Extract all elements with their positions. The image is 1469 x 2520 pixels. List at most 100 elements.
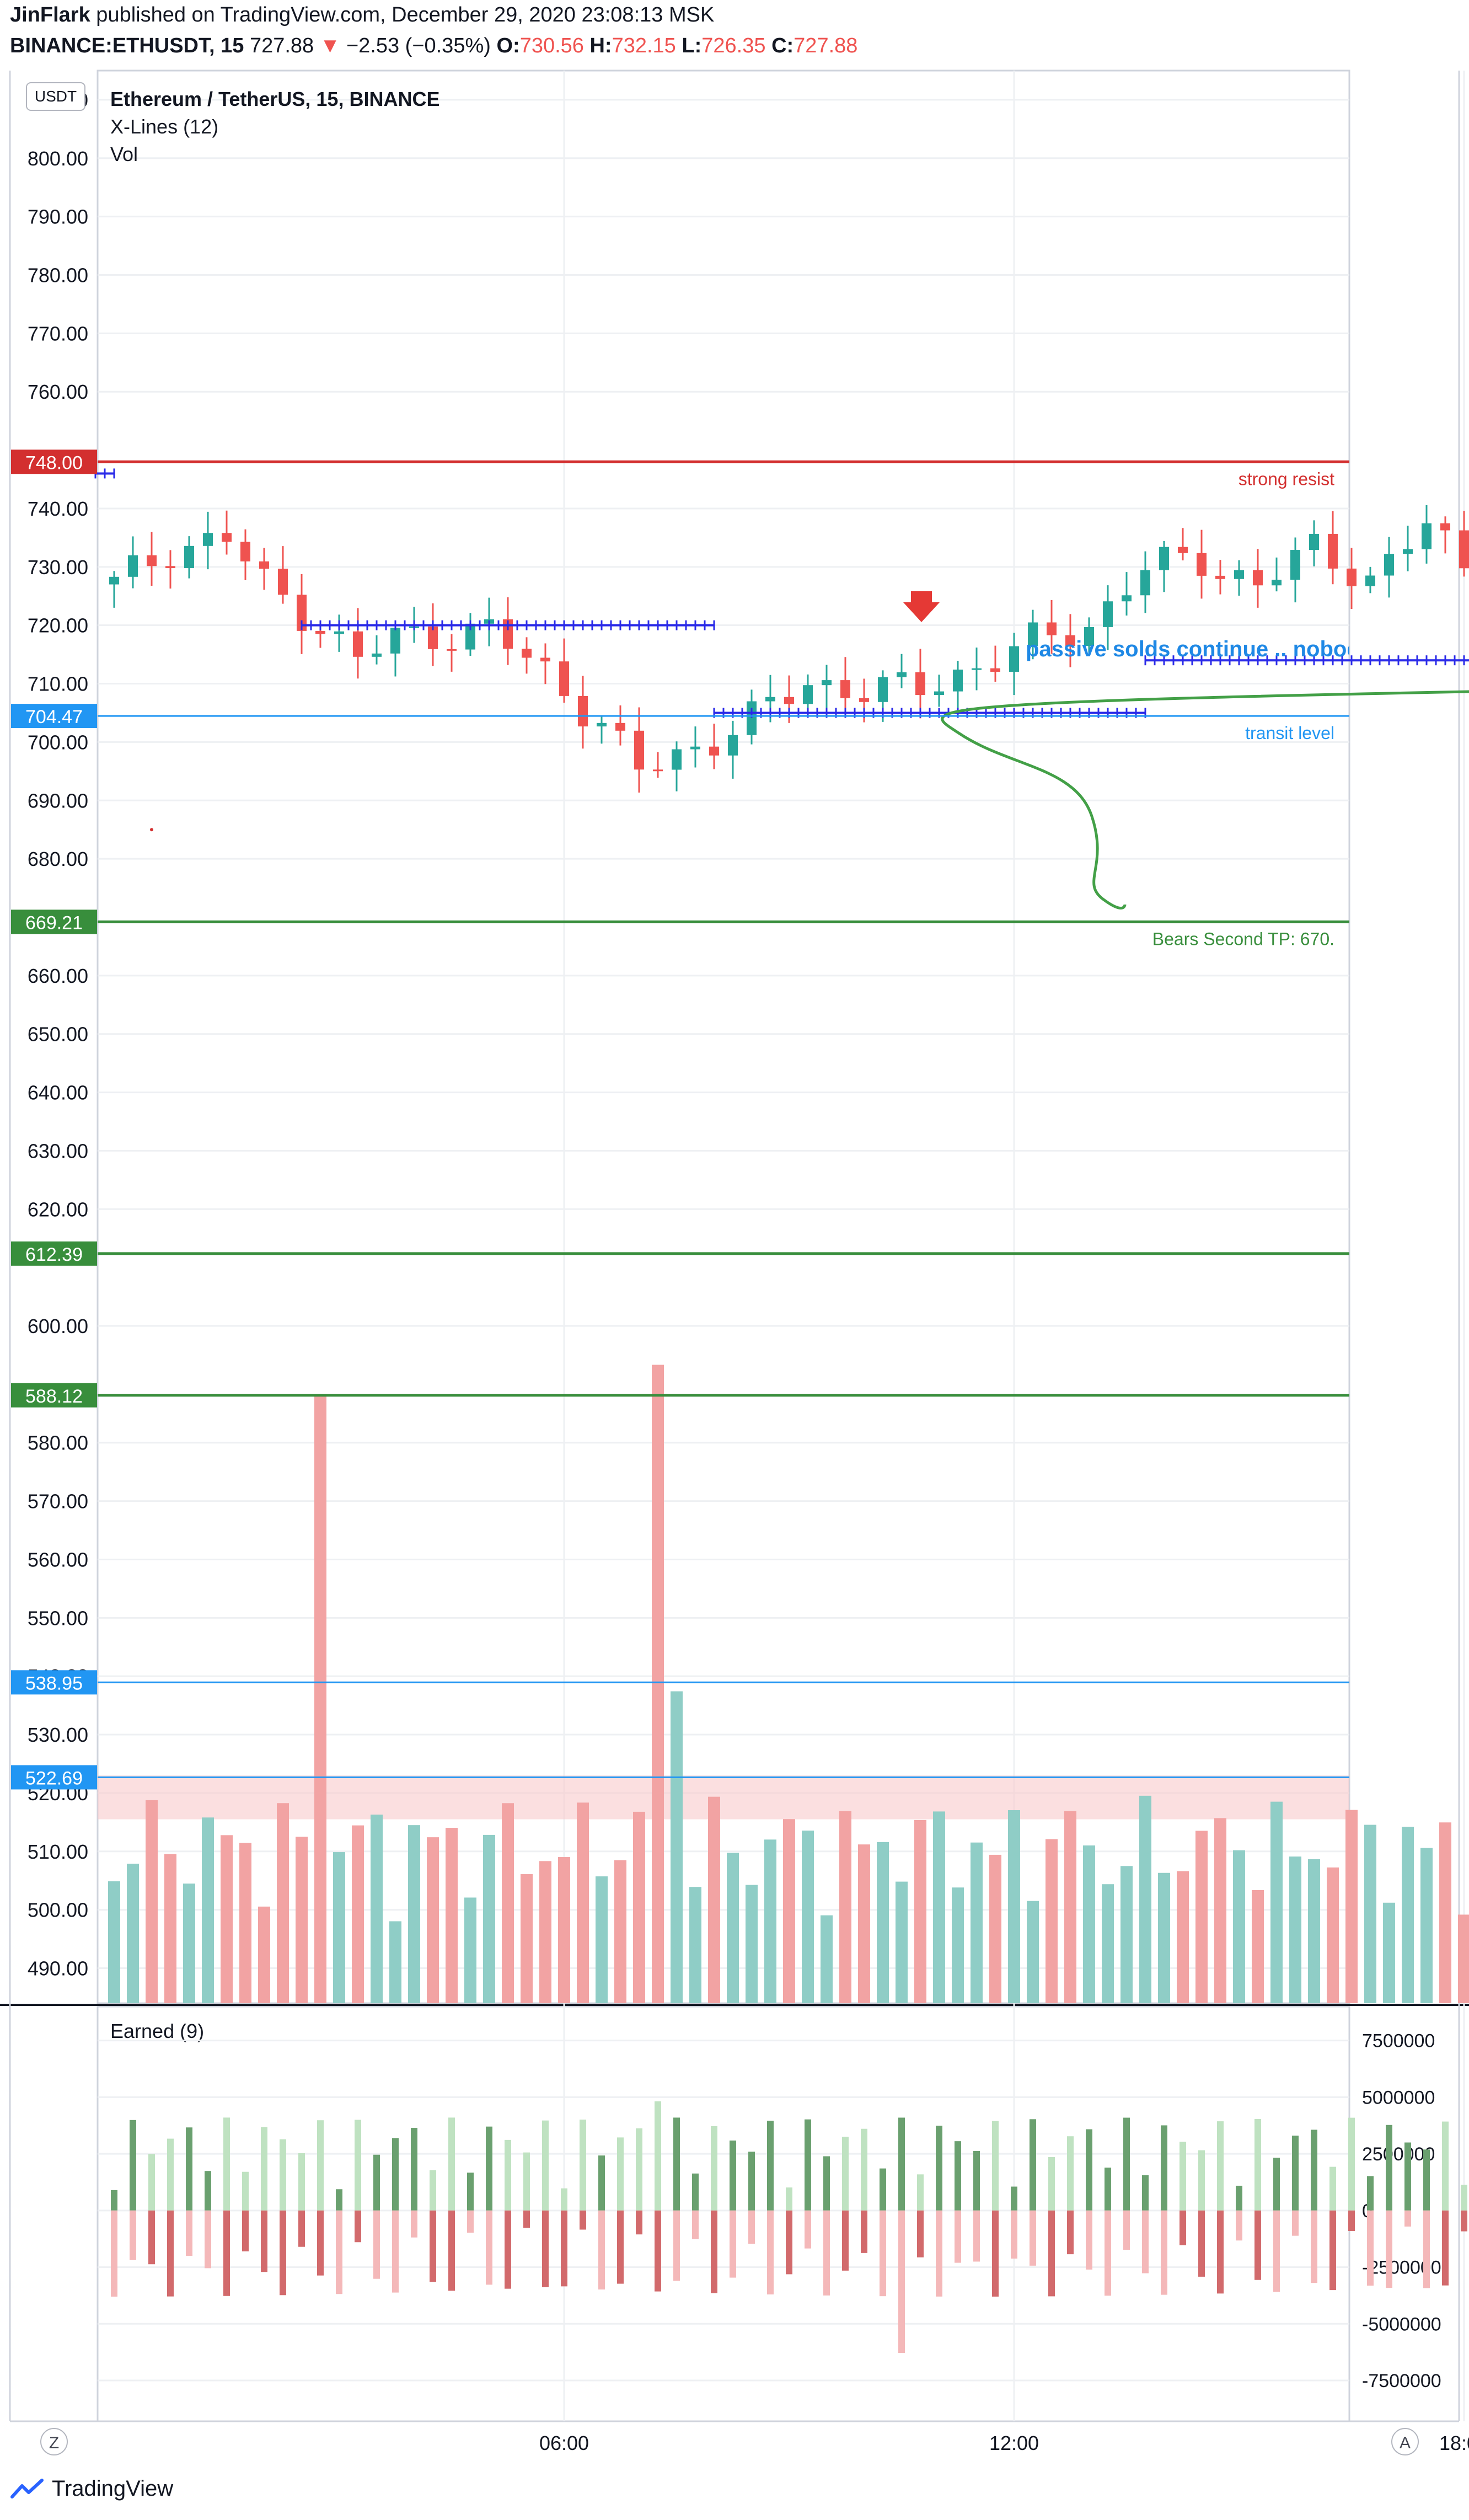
earned-bar-neg[interactable] xyxy=(1067,2210,1074,2255)
earned-bar-pos[interactable] xyxy=(542,2120,549,2211)
volume-bar[interactable] xyxy=(258,1906,270,2003)
earned-bar-neg[interactable] xyxy=(223,2210,230,2296)
volume-bar[interactable] xyxy=(521,1874,533,2003)
candle[interactable] xyxy=(653,752,663,778)
earned-bar-pos[interactable] xyxy=(1442,2121,1449,2211)
earned-bar-pos[interactable] xyxy=(1461,2185,1467,2211)
candle[interactable] xyxy=(128,536,138,588)
volume-bar[interactable] xyxy=(408,1825,420,2003)
volume-bar[interactable] xyxy=(839,1811,851,2003)
volume-bar[interactable] xyxy=(671,1691,683,2003)
earned-bar-neg[interactable] xyxy=(1311,2210,1317,2283)
earned-bar-neg[interactable] xyxy=(692,2210,699,2239)
volume-bar[interactable] xyxy=(652,1365,664,2003)
earned-bar-neg[interactable] xyxy=(1086,2210,1092,2270)
volume-bar[interactable] xyxy=(1252,1890,1264,2003)
volume-bar[interactable] xyxy=(221,1835,233,2003)
earned-bar-neg[interactable] xyxy=(1348,2210,1355,2231)
earned-bar-pos[interactable] xyxy=(1404,2142,1411,2211)
earned-bar-pos[interactable] xyxy=(523,2152,530,2211)
earned-bar-pos[interactable] xyxy=(1067,2136,1074,2211)
earned-bar-neg[interactable] xyxy=(317,2210,324,2276)
earned-bar-pos[interactable] xyxy=(1105,2168,1111,2211)
volume-bar[interactable] xyxy=(1027,1901,1039,2003)
volume-bar[interactable] xyxy=(1289,1856,1301,2003)
candle[interactable] xyxy=(1009,633,1019,695)
earned-bar-neg[interactable] xyxy=(880,2210,886,2297)
earned-bar-neg[interactable] xyxy=(1442,2210,1449,2286)
candle[interactable] xyxy=(1215,560,1225,595)
candle[interactable] xyxy=(953,661,963,711)
volume-bar[interactable] xyxy=(914,1820,926,2003)
candle[interactable] xyxy=(1234,560,1244,596)
volume-bar[interactable] xyxy=(1233,1850,1245,2003)
volume-bar[interactable] xyxy=(1345,1810,1358,2003)
volume-bar[interactable] xyxy=(333,1852,345,2003)
earned-bar-pos[interactable] xyxy=(1292,2136,1299,2211)
volume-bar[interactable] xyxy=(1008,1810,1020,2003)
earned-bar-pos[interactable] xyxy=(786,2187,792,2211)
earned-bar-neg[interactable] xyxy=(542,2210,549,2287)
candle[interactable] xyxy=(297,574,307,654)
earned-bar-neg[interactable] xyxy=(1048,2210,1055,2297)
candle[interactable] xyxy=(503,597,513,665)
earned-bar-pos[interactable] xyxy=(748,2152,755,2211)
earned-bar-pos[interactable] xyxy=(1123,2117,1130,2211)
earned-bar-neg[interactable] xyxy=(1030,2210,1036,2266)
earned-bar-neg[interactable] xyxy=(580,2210,586,2230)
volume-bar[interactable] xyxy=(1120,1866,1133,2003)
earned-bar-neg[interactable] xyxy=(823,2210,830,2296)
earned-bar-neg[interactable] xyxy=(936,2210,942,2297)
earned-bar-neg[interactable] xyxy=(523,2210,530,2228)
candle[interactable] xyxy=(522,637,532,674)
volume-bar[interactable] xyxy=(1083,1845,1095,2003)
earned-bar-pos[interactable] xyxy=(711,2126,717,2211)
volume-bar[interactable] xyxy=(502,1803,514,2003)
earned-bar-neg[interactable] xyxy=(805,2210,811,2249)
volume-bar[interactable] xyxy=(614,1860,626,2003)
volume-bar[interactable] xyxy=(464,1897,476,2003)
earned-bar-pos[interactable] xyxy=(317,2120,324,2211)
earned-bar-pos[interactable] xyxy=(692,2173,699,2211)
volume-bar[interactable] xyxy=(108,1881,120,2003)
earned-bar-pos[interactable] xyxy=(673,2117,680,2211)
earned-bar-pos[interactable] xyxy=(1180,2142,1186,2211)
earned-bar-pos[interactable] xyxy=(392,2138,399,2211)
earned-bar-neg[interactable] xyxy=(505,2210,511,2289)
earned-bar-pos[interactable] xyxy=(1198,2150,1205,2211)
earned-bar-neg[interactable] xyxy=(617,2210,624,2284)
volume-bar[interactable] xyxy=(858,1844,870,2003)
volume-bar[interactable] xyxy=(689,1887,701,2003)
earned-bar-neg[interactable] xyxy=(673,2210,680,2281)
earned-bar-pos[interactable] xyxy=(336,2189,342,2211)
earned-bar-neg[interactable] xyxy=(1367,2210,1374,2286)
volume-bar[interactable] xyxy=(314,1394,326,2003)
earned-bar-neg[interactable] xyxy=(786,2210,792,2275)
earned-bar-pos[interactable] xyxy=(636,2128,642,2211)
earned-bar-neg[interactable] xyxy=(1105,2210,1111,2296)
candle[interactable] xyxy=(897,654,907,688)
candle[interactable] xyxy=(1159,541,1169,592)
earned-bar-pos[interactable] xyxy=(1142,2175,1149,2211)
volume-bar[interactable] xyxy=(239,1843,251,2003)
volume-bar[interactable] xyxy=(1420,1848,1433,2003)
earned-bar-pos[interactable] xyxy=(1236,2185,1242,2211)
volume-bar[interactable] xyxy=(1195,1831,1208,2003)
earned-bar-neg[interactable] xyxy=(1461,2210,1467,2232)
volume-bar[interactable] xyxy=(483,1834,495,2003)
volume-bar[interactable] xyxy=(1383,1902,1395,2003)
earned-bar-neg[interactable] xyxy=(1123,2210,1130,2250)
earned-bar-pos[interactable] xyxy=(430,2170,436,2211)
earned-bar-neg[interactable] xyxy=(336,2210,342,2294)
earned-bar-pos[interactable] xyxy=(186,2127,192,2211)
volume-bar[interactable] xyxy=(1270,1801,1283,2003)
earned-bar-pos[interactable] xyxy=(130,2120,136,2211)
author-name[interactable]: JinFlark xyxy=(10,3,90,26)
candle[interactable] xyxy=(165,550,175,589)
earned-bar-pos[interactable] xyxy=(167,2138,174,2211)
candle[interactable] xyxy=(1422,505,1432,564)
earned-bar-pos[interactable] xyxy=(280,2139,286,2211)
earned-bar-pos[interactable] xyxy=(842,2137,849,2211)
volume-bar[interactable] xyxy=(1102,1884,1114,2003)
